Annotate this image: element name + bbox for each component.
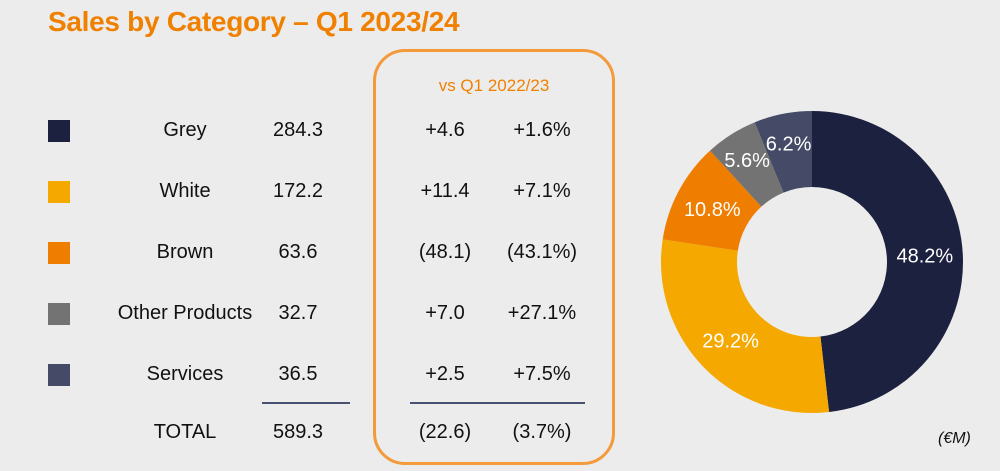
page-title: Sales by Category – Q1 2023/24	[48, 6, 460, 37]
donut-data-label: 5.6%	[724, 150, 770, 172]
value-underline	[262, 402, 350, 404]
unit-label: (€M)	[938, 430, 971, 447]
comparison-box	[373, 49, 615, 465]
table-row: Services 36.5 +2.5 +7.5%	[0, 360, 640, 390]
category-label: Grey	[163, 119, 207, 141]
change-value: (22.6)	[418, 421, 472, 443]
sales-value: 284.3	[272, 119, 324, 141]
table-row: Other Products 32.7 +7.0 +27.1%	[0, 299, 640, 329]
change-percent: +7.5%	[513, 363, 571, 385]
legend-swatch	[48, 181, 70, 203]
category-label: Brown	[156, 241, 214, 263]
change-percent: (43.1%)	[506, 241, 578, 263]
table-row: White 172.2 +11.4 +7.1%	[0, 177, 640, 207]
table-row: Grey 284.3 +4.6 +1.6%	[0, 116, 640, 146]
change-underline	[410, 402, 585, 404]
legend-swatch	[48, 303, 70, 325]
change-value: +11.4	[420, 180, 470, 202]
change-value: (48.1)	[418, 241, 472, 263]
donut-slice-other-products	[710, 122, 784, 207]
sales-value: 32.7	[278, 302, 318, 324]
legend-swatch	[48, 120, 70, 142]
sales-value: 36.5	[278, 363, 318, 385]
change-percent: +7.1%	[513, 180, 571, 202]
sales-value: 589.3	[272, 421, 324, 443]
change-value: +2.5	[425, 363, 465, 385]
category-label: Other Products	[117, 302, 253, 324]
donut-slice-brown	[662, 150, 762, 251]
change-value: +7.0	[425, 302, 465, 324]
category-label: White	[159, 180, 211, 202]
sales-value: 172.2	[272, 180, 324, 202]
comparison-header: vs Q1 2022/23	[438, 76, 550, 95]
donut-data-label: 6.2%	[766, 133, 812, 155]
legend-swatch	[48, 364, 70, 386]
change-percent: +1.6%	[513, 119, 571, 141]
donut-data-label: 10.8%	[684, 199, 741, 221]
change-percent: +27.1%	[507, 302, 577, 324]
change-value: +4.6	[425, 119, 465, 141]
category-label: TOTAL	[153, 421, 217, 443]
donut-data-label: 29.2%	[702, 330, 759, 352]
category-label: Services	[146, 363, 224, 385]
donut-data-label: 48.2%	[896, 246, 953, 268]
table-row: Brown 63.6 (48.1) (43.1%)	[0, 238, 640, 268]
change-percent: (3.7%)	[512, 421, 572, 443]
table-row: TOTAL 589.3 (22.6) (3.7%)	[0, 418, 640, 448]
sales-value: 63.6	[278, 241, 318, 263]
donut-slice-services	[754, 111, 812, 193]
legend-swatch	[48, 242, 70, 264]
donut-slice-grey	[812, 111, 963, 413]
donut-slice-white	[661, 239, 830, 413]
